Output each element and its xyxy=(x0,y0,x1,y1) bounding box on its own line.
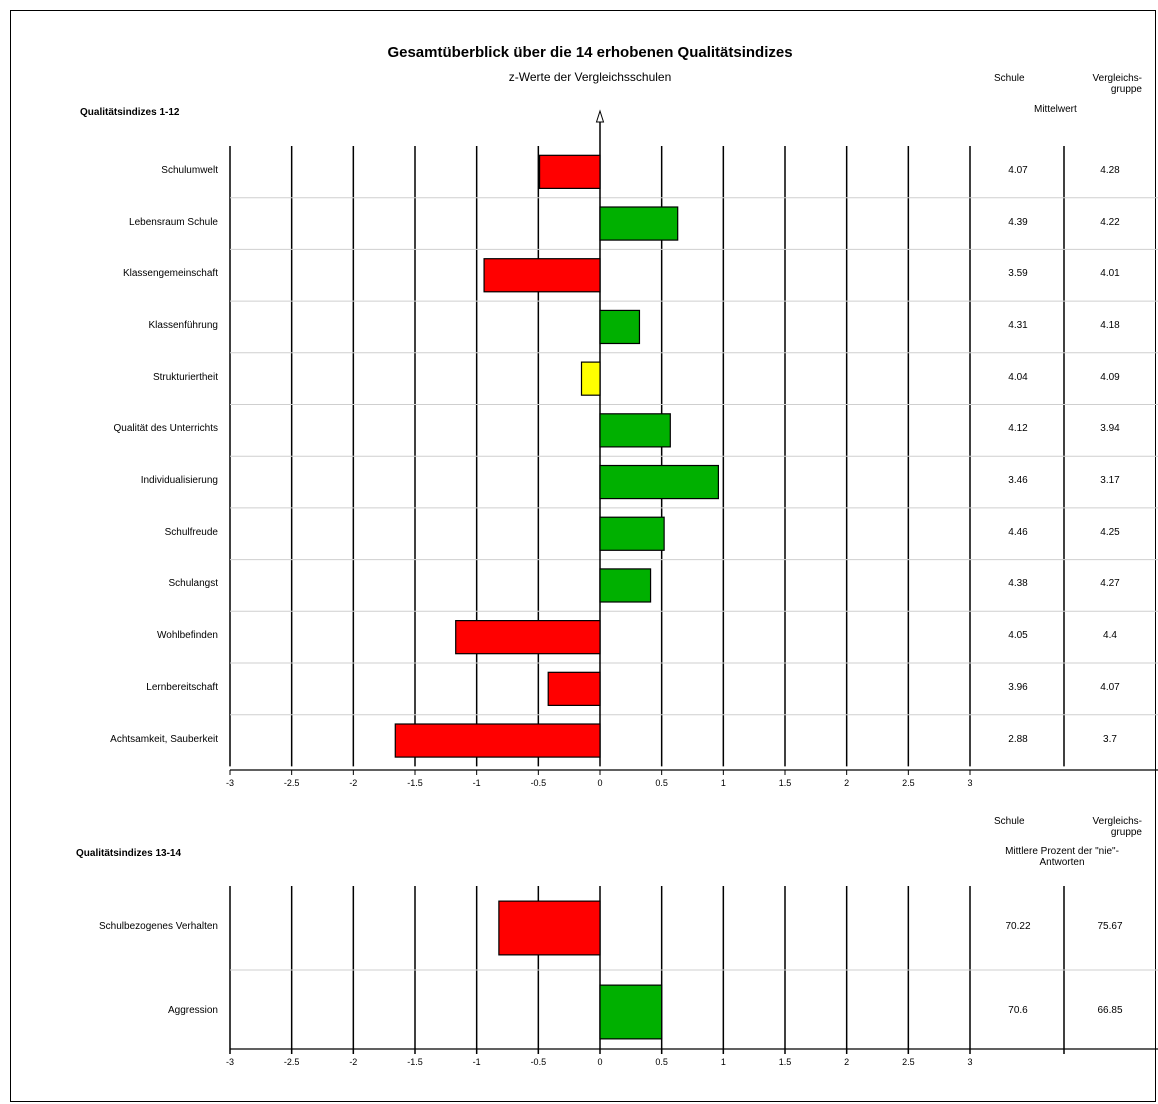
category-label: Klassengemeinschaft xyxy=(122,268,218,280)
group-value: 4.4 xyxy=(1103,630,1117,642)
x-tick-label: 3 xyxy=(967,778,973,788)
group-value: 4.25 xyxy=(1100,526,1120,538)
category-label: Aggression xyxy=(167,1005,218,1016)
bar-0-5 xyxy=(599,413,671,448)
category-label: Individualisierung xyxy=(140,475,218,487)
group-value: 4.18 xyxy=(1100,319,1120,331)
x-tick-label: -1.5 xyxy=(407,778,423,788)
group-value: 4.07 xyxy=(1100,681,1120,693)
bar-0-7 xyxy=(599,516,665,551)
school-value: 3.96 xyxy=(1008,681,1028,693)
category-label: Schulfreude xyxy=(164,526,218,538)
group-value: 3.94 xyxy=(1100,423,1120,435)
x-tick-label: 2 xyxy=(844,1057,850,1067)
x-tick-label: -2 xyxy=(349,778,358,788)
school-value: 2.88 xyxy=(1008,733,1028,745)
school-value: 4.12 xyxy=(1008,423,1028,435)
bar-0-1 xyxy=(599,206,679,241)
x-tick-label: 3 xyxy=(967,1057,973,1067)
chart-title: Gesamtüberblick über die 14 erhobenen Qu… xyxy=(387,44,793,61)
x-tick-label: 1.5 xyxy=(778,1057,792,1067)
zero-axis-arrow xyxy=(595,109,605,123)
x-tick-label: -2.5 xyxy=(283,778,300,788)
col-header-school: Schule xyxy=(994,73,1025,84)
bar-0-3 xyxy=(599,309,641,345)
group-value: 4.01 xyxy=(1100,268,1120,280)
x-tick-label: 1 xyxy=(720,1057,726,1067)
school-value: 4.04 xyxy=(1008,371,1028,383)
category-label: Strukturiertheit xyxy=(152,371,218,383)
col-caption-percent: Mittlere Prozent der "nie"-Antworten xyxy=(1005,846,1119,868)
group-value: 4.09 xyxy=(1100,371,1120,383)
x-tick-label: -1.5 xyxy=(407,1057,423,1067)
category-label: Wohlbefinden xyxy=(157,630,218,642)
bar-1-1 xyxy=(599,984,663,1040)
section-label-13-14: Qualitätsindizes 13-14 xyxy=(76,848,182,859)
x-tick-label: 0.5 xyxy=(655,778,668,788)
col-header-school-2: Schule xyxy=(994,816,1025,827)
bar-0-10 xyxy=(547,671,601,706)
school-value: 4.46 xyxy=(1008,526,1028,538)
school-value: 70.6 xyxy=(1008,1005,1028,1016)
bar-0-11 xyxy=(394,723,601,758)
x-tick-label: -2.5 xyxy=(283,1057,300,1067)
group-value: 3.7 xyxy=(1103,733,1117,745)
school-value: 4.07 xyxy=(1008,164,1028,176)
x-tick-label: 2 xyxy=(844,778,850,788)
school-value: 3.59 xyxy=(1008,268,1028,280)
group-value: 4.28 xyxy=(1100,164,1120,176)
school-value: 4.31 xyxy=(1008,319,1028,331)
group-value: 75.67 xyxy=(1097,921,1123,932)
group-value: 3.17 xyxy=(1100,475,1120,487)
x-tick-label: -2 xyxy=(349,1057,358,1067)
x-tick-label: 1.5 xyxy=(778,778,792,788)
bar-0-2 xyxy=(483,258,601,293)
x-tick-label: -1 xyxy=(472,778,481,788)
category-label: Lebensraum Schule xyxy=(129,216,218,228)
school-value: 4.39 xyxy=(1008,216,1028,228)
x-tick-label: -0.5 xyxy=(530,1057,547,1067)
bar-0-0 xyxy=(538,154,601,189)
x-tick-label: -3 xyxy=(225,1057,234,1067)
bar-0-8 xyxy=(599,568,652,603)
x-tick-label: 0 xyxy=(597,1057,603,1067)
school-value: 70.22 xyxy=(1005,921,1031,932)
bar-1-0 xyxy=(498,900,601,956)
category-label: Schulangst xyxy=(168,578,218,590)
school-value: 4.38 xyxy=(1008,578,1028,590)
chart-subtitle: z-Werte der Vergleichsschulen xyxy=(508,70,672,84)
bar-0-4 xyxy=(580,361,601,396)
col-caption-mean: Mittelwert xyxy=(1034,104,1077,115)
col-header-group-2: Vergleichs-gruppe xyxy=(1092,816,1142,838)
x-tick-label: -3 xyxy=(225,778,234,788)
x-tick-label: 2.5 xyxy=(902,778,915,788)
bar-0-6 xyxy=(599,464,720,500)
category-label: Achtsamkeit, Sauberkeit xyxy=(110,733,218,745)
group-value: 4.27 xyxy=(1100,578,1120,590)
x-tick-label: 2.5 xyxy=(902,1057,915,1067)
category-label: Klassenführung xyxy=(148,319,219,331)
bar-0-9 xyxy=(455,620,601,655)
category-label: Qualität des Unterrichts xyxy=(113,423,219,435)
group-value: 66.85 xyxy=(1097,1005,1123,1016)
x-tick-label: 0 xyxy=(597,778,603,788)
school-value: 3.46 xyxy=(1008,475,1028,487)
category-label: Schulbezogenes Verhalten xyxy=(99,921,218,932)
category-label: Lernbereitschaft xyxy=(146,681,218,693)
report-frame xyxy=(10,10,1156,1102)
x-tick-label: -0.5 xyxy=(530,778,547,788)
x-tick-label: 0.5 xyxy=(655,1057,668,1067)
school-value: 4.05 xyxy=(1008,630,1028,642)
x-tick-label: -1 xyxy=(472,1057,481,1067)
category-label: Schulumwelt xyxy=(161,164,218,176)
group-value: 4.22 xyxy=(1100,216,1120,228)
x-tick-label: 1 xyxy=(720,778,726,788)
section-label-1-12: Qualitätsindizes 1-12 xyxy=(80,107,180,118)
col-header-group: Vergleichs-gruppe xyxy=(1092,73,1142,95)
